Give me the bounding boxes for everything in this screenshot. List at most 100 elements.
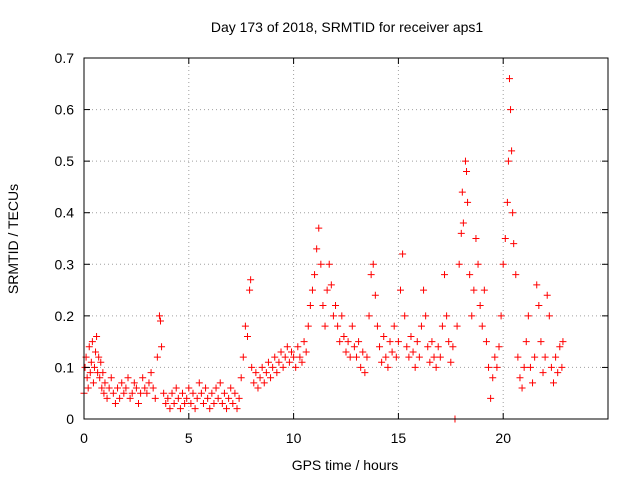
data-point — [390, 322, 398, 330]
data-point — [252, 369, 260, 377]
data-point — [545, 312, 553, 320]
y-tick-label: 0.7 — [55, 50, 75, 66]
data-point — [172, 384, 180, 392]
data-point — [449, 343, 457, 351]
data-point — [109, 389, 117, 397]
data-point — [241, 322, 249, 330]
data-point — [264, 358, 272, 366]
data-point — [170, 400, 178, 408]
data-point — [526, 363, 534, 371]
data-point — [199, 400, 207, 408]
data-point — [250, 379, 258, 387]
data-point — [132, 384, 140, 392]
data-point — [191, 405, 199, 413]
data-point — [187, 400, 195, 408]
data-point — [396, 286, 404, 294]
data-point — [271, 353, 279, 361]
data-point — [214, 394, 222, 402]
data-point — [509, 209, 517, 217]
data-point — [122, 384, 130, 392]
data-point — [411, 363, 419, 371]
data-point — [394, 338, 402, 346]
data-point — [269, 363, 277, 371]
data-point — [558, 363, 566, 371]
data-point — [279, 363, 287, 371]
data-point — [365, 312, 373, 320]
data-point — [405, 353, 413, 361]
data-point — [304, 322, 312, 330]
y-axis-title: SRMTID / TECUs — [5, 184, 21, 294]
data-point — [539, 369, 547, 377]
data-point — [350, 343, 358, 351]
data-point — [118, 379, 126, 387]
data-point — [346, 353, 354, 361]
x-tick-label: 15 — [391, 430, 407, 446]
data-point — [229, 400, 237, 408]
data-point — [168, 389, 176, 397]
data-point — [342, 348, 350, 356]
data-point — [392, 353, 400, 361]
data-point — [193, 394, 201, 402]
data-point — [472, 235, 480, 242]
data-point — [559, 338, 567, 346]
data-point — [459, 219, 467, 227]
data-point — [147, 369, 155, 377]
data-point — [457, 229, 465, 237]
data-point — [413, 338, 421, 346]
data-point — [85, 343, 93, 351]
data-point — [143, 389, 151, 397]
data-point — [359, 348, 367, 356]
data-point — [529, 379, 537, 387]
data-point — [417, 322, 425, 330]
data-point — [499, 260, 507, 268]
data-point — [319, 302, 327, 310]
x-tick-label: 10 — [286, 430, 302, 446]
data-point — [428, 338, 436, 346]
data-point — [88, 338, 96, 346]
data-point — [294, 343, 302, 351]
data-point — [176, 405, 184, 413]
data-point — [92, 348, 100, 356]
data-point — [98, 384, 106, 392]
data-point — [495, 343, 503, 351]
data-point — [535, 302, 543, 310]
data-point — [89, 379, 97, 387]
data-point — [352, 353, 360, 361]
data-point — [504, 157, 512, 165]
data-point — [371, 291, 379, 299]
x-tick-label: 0 — [80, 430, 88, 446]
data-point — [323, 286, 331, 294]
axis-ticks: 0 5 10 15 20 0 0.1 0.2 0.3 0.4 0.5 0.6 0.7 — [55, 50, 608, 446]
data-point — [164, 394, 172, 402]
data-point — [384, 363, 392, 371]
data-point — [447, 358, 455, 366]
data-point — [380, 332, 388, 340]
data-point — [470, 286, 478, 294]
data-point — [283, 343, 291, 351]
data-point — [239, 353, 247, 361]
data-point — [166, 405, 174, 413]
data-point — [90, 363, 98, 371]
data-point — [281, 353, 289, 361]
data-point — [458, 188, 466, 196]
data-point — [466, 271, 474, 279]
data-point — [382, 353, 390, 361]
data-point — [554, 369, 562, 377]
data-point — [386, 338, 394, 346]
y-tick-label: 0.6 — [55, 102, 75, 118]
data-point — [107, 374, 115, 382]
data-point — [512, 271, 520, 279]
data-point — [552, 353, 560, 361]
plot-frame — [83, 57, 609, 420]
data-point — [260, 379, 268, 387]
data-point — [329, 312, 337, 320]
data-point — [432, 363, 440, 371]
data-point — [510, 240, 518, 248]
data-point — [520, 363, 528, 371]
data-point — [355, 338, 363, 346]
data-point — [254, 384, 262, 392]
data-point — [218, 400, 226, 408]
data-point — [195, 379, 203, 387]
data-point — [185, 384, 193, 392]
